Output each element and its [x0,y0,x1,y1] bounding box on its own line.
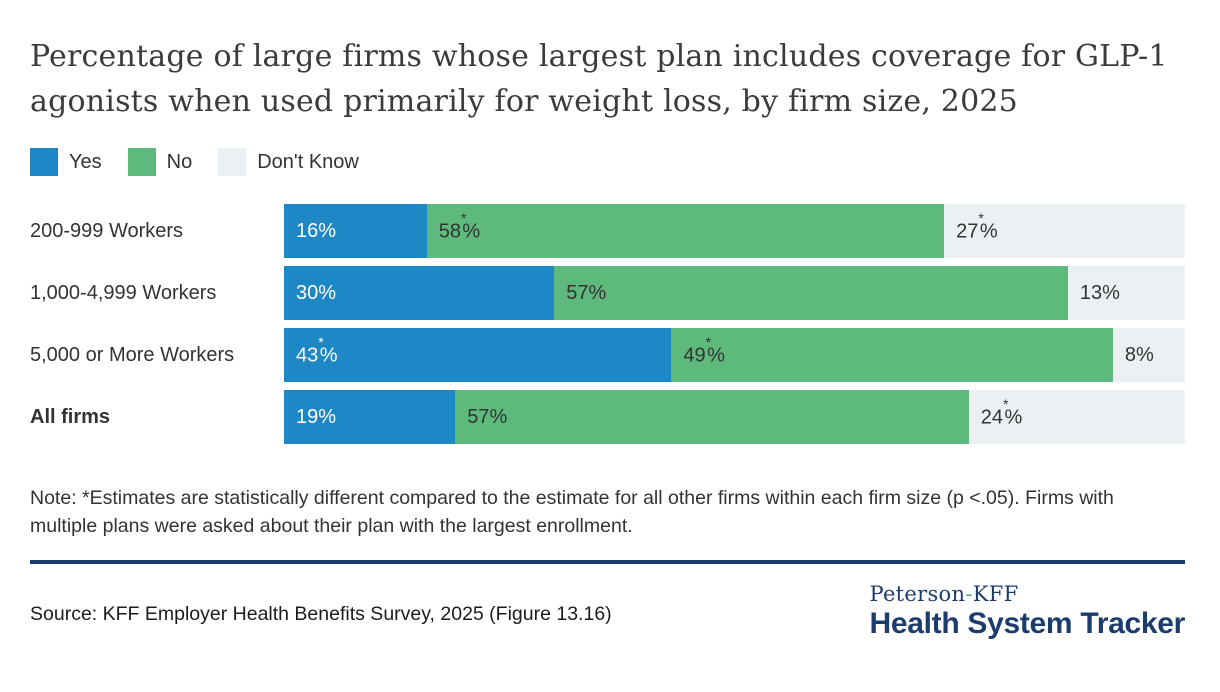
legend-item-don-t-know: Don't Know [218,148,359,176]
page-title: Percentage of large firms whose largest … [30,39,1168,119]
brand-name-bottom: Health System Tracker [869,606,1185,640]
significance-asterisk: * [705,334,712,351]
row-label: 1,000-4,999 Workers [30,281,217,304]
legend-swatch-don-t-know [218,148,247,176]
significance-asterisk: * [318,334,324,351]
bar-track: 19% 57% 24*% [284,390,1185,444]
brand-name-top: Peterson-KFF [869,582,1185,606]
bar-value-label: 27*% [956,210,998,243]
footer: Source: KFF Employer Health Benefits Sur… [30,580,1185,649]
bar-value-label: 24*% [980,396,1023,429]
divider [30,559,1185,564]
chart: 200-999 Workers 16% 58*% 27*% 1,000-4,999 Wo… [30,204,1185,444]
bar-segment-yes: 16% [284,204,427,258]
significance-asterisk: * [460,210,467,227]
bar-segment-no: 58*% [426,204,945,258]
row-label: All firms [30,405,111,428]
legend-swatch-no [127,148,156,176]
bar-row: All firms 19% 57% 24*% [30,390,1185,444]
bar-track: 16% 58*% 27*% [284,204,1185,258]
bar-segment-yes: 19% [284,390,456,444]
significance-asterisk: * [978,210,984,227]
legend-label: Yes [69,150,102,173]
bar-value-label: 57% [566,281,607,304]
bar-value-label: 16% [296,219,337,242]
bar-row: 1,000-4,999 Workers 30% 57% 13% [30,266,1185,320]
bar-value-label: 19% [296,405,337,428]
brand-peterson: Peterson [869,581,966,606]
row-label: 200-999 Workers [30,219,184,242]
significance-asterisk: * [1003,396,1009,413]
brand-hyphen: - [965,581,973,606]
bar-segment-yes: 30% [284,266,555,320]
bar-segment-don-t-know: 13% [1067,266,1185,320]
bar-value-label: 13% [1079,281,1120,304]
bar-segment-yes: 43*% [284,328,672,382]
bar-row: 200-999 Workers 16% 58*% 27*% [30,204,1185,258]
note-text: Note: *Estimates are statistically diffe… [30,487,1114,537]
bar-segment-don-t-know: 8% [1112,328,1185,382]
bar-segment-don-t-know: 24*% [968,390,1185,444]
row-label: 5,000 or More Workers [30,343,235,366]
bar-value-label: 8% [1124,343,1154,366]
bar-track: 30% 57% 13% [284,266,1185,320]
bar-row: 5,000 or More Workers 43*% 49*% 8% [30,328,1185,382]
bar-value-label: 57% [467,405,508,428]
bar-segment-don-t-know: 27*% [944,204,1185,258]
source-text: Source: KFF Employer Health Benefits Sur… [30,603,612,625]
legend-item-no: No [127,148,193,176]
legend-label: No [166,150,193,173]
bar-segment-no: 57% [554,266,1068,320]
brand-kff: KFF [972,581,1019,606]
legend-swatch-yes [30,148,58,176]
brand-logo: Peterson-KFF Health System Tracker [869,580,1185,641]
legend-label: Don't Know [257,150,359,173]
bar-segment-no: 57% [455,390,969,444]
bar-value-label: 58*% [438,210,481,243]
legend: Yes No Don't Know [30,148,1185,176]
bar-value-label: 43*% [296,334,338,367]
bar-track: 43*% 49*% 8% [284,328,1185,382]
bar-value-label: 30% [296,281,337,304]
bar-value-label: 49*% [683,334,725,367]
bar-segment-no: 49*% [671,328,1113,382]
legend-item-yes: Yes [30,148,102,176]
